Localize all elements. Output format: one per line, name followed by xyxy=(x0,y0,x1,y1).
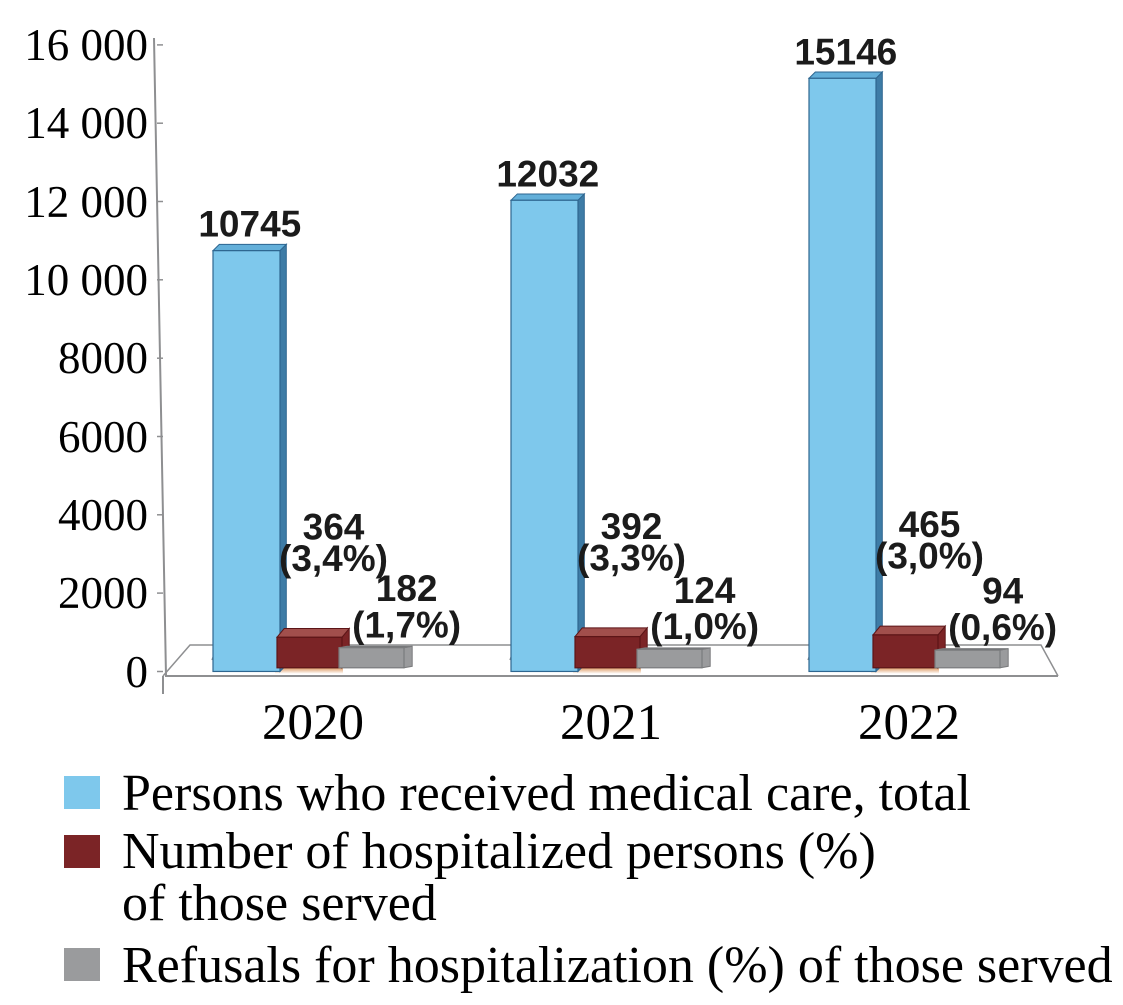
svg-text:10745: 10745 xyxy=(198,204,301,245)
svg-text:8000: 8000 xyxy=(58,333,148,383)
svg-text:Refusals for hospitalization (: Refusals for hospitalization (%) of thos… xyxy=(122,937,1113,994)
svg-text:15146: 15146 xyxy=(794,31,897,72)
svg-text:of those served: of those served xyxy=(122,875,437,932)
svg-text:6000: 6000 xyxy=(58,412,148,462)
svg-text:(3,0%): (3,0%) xyxy=(875,536,984,577)
svg-text:2000: 2000 xyxy=(58,568,148,618)
svg-text:10 000: 10 000 xyxy=(24,255,148,305)
svg-text:0: 0 xyxy=(126,647,149,697)
svg-text:(3,3%): (3,3%) xyxy=(577,537,686,578)
svg-text:2021: 2021 xyxy=(560,695,662,751)
svg-text:Persons who received medical c: Persons who received medical care, total xyxy=(122,765,971,822)
svg-text:16 000: 16 000 xyxy=(24,20,148,70)
svg-text:182: 182 xyxy=(376,568,438,609)
svg-text:12 000: 12 000 xyxy=(24,177,148,227)
svg-text:2020: 2020 xyxy=(262,695,364,751)
svg-text:Number of hospitalized persons: Number of hospitalized persons (%) xyxy=(122,823,876,880)
svg-text:4000: 4000 xyxy=(58,490,148,540)
svg-text:(1,7%): (1,7%) xyxy=(352,605,461,646)
svg-text:14 000: 14 000 xyxy=(24,98,148,148)
svg-text:12032: 12032 xyxy=(496,153,599,194)
svg-text:2022: 2022 xyxy=(858,695,960,751)
svg-text:124: 124 xyxy=(674,570,736,611)
svg-text:(3,4%): (3,4%) xyxy=(279,538,388,579)
svg-text:(0,6%): (0,6%) xyxy=(948,607,1057,648)
svg-text:94: 94 xyxy=(982,571,1024,612)
svg-text:(1,0%): (1,0%) xyxy=(650,606,759,647)
